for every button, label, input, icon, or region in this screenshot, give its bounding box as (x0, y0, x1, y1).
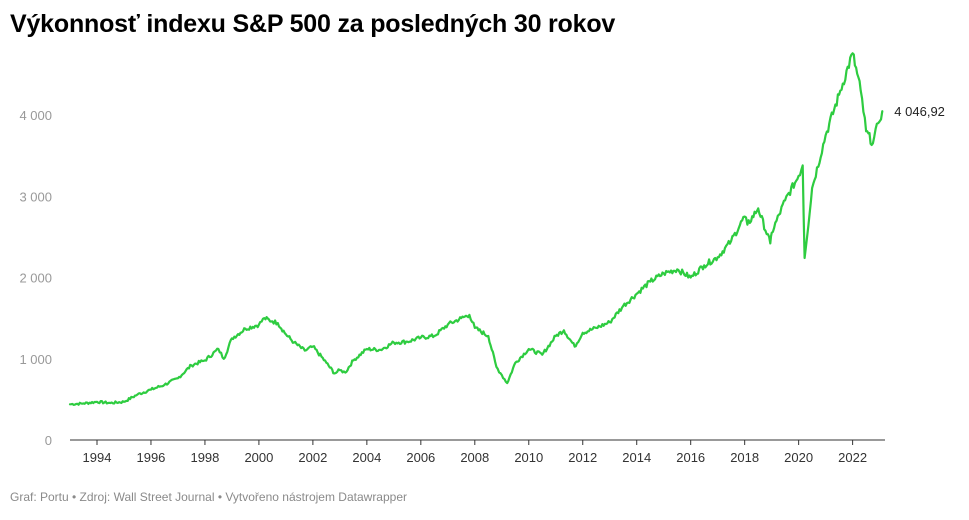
y-axis-ticks: 0 1 000 2 000 3 000 4 000 (19, 108, 52, 448)
x-tick-label: 2020 (784, 450, 813, 465)
x-tick-label: 2014 (622, 450, 651, 465)
chart-svg: 0 1 000 2 000 3 000 4 000 1994 1996 1998 2000 20… (19, 52, 945, 465)
x-tick-label: 2002 (298, 450, 327, 465)
y-tick-label: 2 000 (19, 271, 52, 286)
x-tick-label: 2000 (244, 450, 273, 465)
x-tick-label: 1994 (83, 450, 112, 465)
x-tick-label: 1998 (190, 450, 219, 465)
x-tick-label: 1996 (136, 450, 165, 465)
x-tick-label: 2010 (514, 450, 543, 465)
x-tick-label: 2004 (352, 450, 381, 465)
x-tick-label: 2022 (838, 450, 867, 465)
x-tick-label: 2006 (406, 450, 435, 465)
x-tick-label: 2008 (460, 450, 489, 465)
footer-credits: Graf: Portu • Zdroj: Wall Street Journal… (10, 490, 408, 504)
chart-title: Výkonnosť indexu S&P 500 za posledných 3… (10, 10, 616, 38)
y-tick-label: 1 000 (19, 352, 52, 367)
end-value-label: 4 046,92 (894, 104, 945, 119)
x-tick-label: 2016 (676, 450, 705, 465)
y-tick-label: 3 000 (19, 189, 52, 204)
y-tick-label: 0 (45, 433, 52, 448)
x-axis-ticks: 1994 1996 1998 2000 2002 2004 2006 2008 2010 2012… (83, 440, 867, 465)
x-tick-label: 2012 (568, 450, 597, 465)
series-line (68, 52, 884, 406)
y-tick-label: 4 000 (19, 108, 52, 123)
x-tick-label: 2018 (730, 450, 759, 465)
